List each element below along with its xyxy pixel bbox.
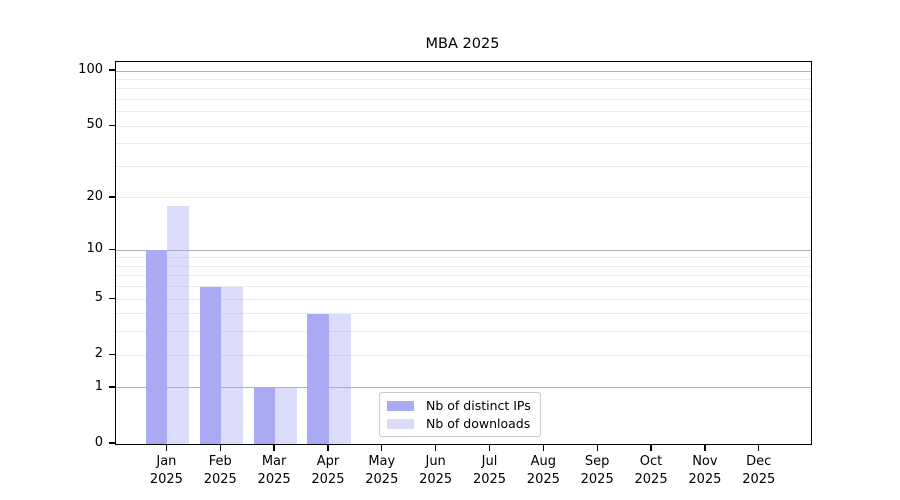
gridline-minor: [116, 257, 811, 259]
y-axis-tick-label: 10: [86, 241, 103, 257]
x-axis-tick-label: Aug 2025: [526, 454, 560, 487]
legend-label-downloads: Nb of downloads: [426, 416, 531, 431]
gridline-minor: [116, 265, 811, 267]
legend-swatch-downloads-icon: [387, 418, 414, 429]
y-axis-tick-label: 1: [94, 378, 103, 394]
gridline-minor: [116, 78, 811, 80]
y-axis-tick-label: 0: [94, 435, 103, 450]
x-axis-tick: [542, 444, 545, 451]
gridline-minor: [116, 298, 811, 300]
bar: [167, 206, 189, 444]
y-axis-tick-label: 20: [86, 188, 103, 204]
x-axis-tick: [219, 444, 221, 451]
y-axis-tick: [109, 297, 115, 299]
gridline-minor: [116, 313, 811, 315]
plot-area: Nb of distinct IPs Nb of downloads: [115, 61, 812, 445]
x-axis-tick: [758, 444, 760, 451]
chart-title: MBA 2025: [425, 36, 500, 52]
gridline-minor: [116, 111, 811, 113]
gridline-minor: [116, 88, 811, 90]
y-axis-tick-label: 100: [78, 62, 103, 78]
x-axis-tick: [273, 444, 275, 451]
gridline-minor: [116, 354, 811, 356]
y-axis-tick: [109, 353, 115, 355]
bar: [253, 387, 276, 444]
legend-item-downloads: Nb of downloads: [387, 416, 531, 431]
gridline-minor: [116, 125, 811, 127]
x-axis-tick-label: Feb 2025: [203, 454, 237, 487]
bar: [307, 313, 329, 444]
x-axis-tick: [704, 444, 706, 451]
x-axis-tick-label: Apr 2025: [311, 454, 345, 487]
x-axis-tick-label: Jan 2025: [149, 454, 183, 487]
x-axis-tick-label: Nov 2025: [688, 454, 722, 487]
y-axis-tick-label: 5: [94, 290, 103, 306]
gridline-major: [116, 387, 811, 389]
legend-swatch-distinct-ips-icon: [387, 400, 414, 411]
x-axis-tick-label: Oct 2025: [634, 454, 668, 487]
legend-item-distinct-ips: Nb of distinct IPs: [387, 398, 531, 413]
legend: Nb of distinct IPs Nb of downloads: [379, 392, 541, 437]
x-axis-tick: [327, 444, 329, 451]
y-axis-tick: [109, 442, 115, 444]
x-axis-tick-label: Jul 2025: [472, 454, 507, 487]
y-axis-tick: [109, 196, 115, 198]
gridline-major: [116, 70, 811, 72]
y-axis-tick-label: 2: [94, 346, 103, 362]
bar: [145, 250, 168, 444]
bar: [328, 313, 351, 444]
gridline-minor: [116, 166, 811, 167]
x-axis-tick: [488, 444, 491, 451]
gridline-minor: [116, 286, 811, 288]
gridline-major: [116, 249, 811, 251]
x-axis-tick: [650, 444, 652, 451]
x-axis-tick: [434, 444, 437, 451]
gridline-minor: [116, 331, 811, 333]
y-axis-tick: [109, 386, 115, 388]
x-axis-tick-label: Dec 2025: [742, 454, 776, 487]
y-axis-tick: [109, 248, 115, 250]
gridline-minor: [116, 143, 811, 145]
x-axis-tick: [165, 444, 168, 451]
y-axis-tick: [109, 124, 115, 126]
bar: [199, 286, 222, 444]
gridline-minor: [116, 99, 811, 101]
bar: [221, 286, 243, 444]
x-axis-tick: [381, 444, 383, 451]
gridline-minor: [116, 197, 811, 199]
x-axis-tick: [596, 444, 598, 451]
x-axis-tick-label: Mar 2025: [257, 454, 291, 487]
x-axis-tick-label: Jun 2025: [419, 454, 453, 487]
y-axis-tick: [109, 69, 115, 71]
legend-label-distinct-ips: Nb of distinct IPs: [426, 398, 531, 413]
x-axis-tick-label: Sep 2025: [580, 454, 614, 487]
gridline-minor: [116, 275, 811, 277]
y-axis-tick-label: 50: [86, 117, 103, 133]
bar: [275, 387, 297, 444]
x-axis-tick-label: May 2025: [365, 454, 399, 487]
